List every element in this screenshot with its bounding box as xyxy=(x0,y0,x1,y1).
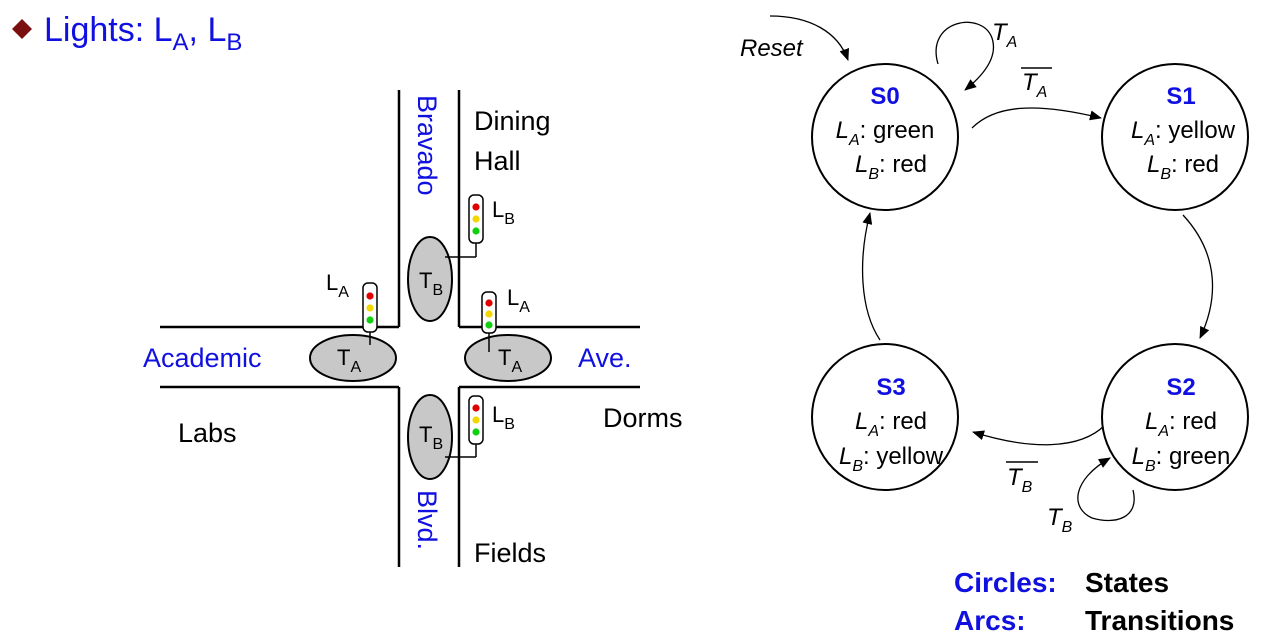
bullet-icon xyxy=(12,19,32,39)
state-name: S3 xyxy=(876,374,905,401)
svg-text:LB: LB xyxy=(492,197,515,228)
traffic-light-lb-south: LB xyxy=(445,395,515,458)
legend: Circles: States Arcs: Transitions xyxy=(954,567,1234,636)
transition-s2-self xyxy=(1077,457,1135,522)
state-s1: S1 LA: yellow LB: red xyxy=(1101,63,1249,211)
intersection-diagram: Bravado Blvd. Academic Ave. Dining Hall … xyxy=(143,90,683,568)
state-output-lb: LB: green xyxy=(1132,443,1231,475)
svg-text:LB: LB xyxy=(492,402,515,433)
legend-circles-key: Circles: xyxy=(954,567,1057,598)
transition-s3-s0 xyxy=(861,212,881,341)
street-name-ave: Ave. xyxy=(578,343,632,373)
state-machine-diagram: Reset TA TA TB TB S0 LA: green LB: red S xyxy=(740,15,1249,536)
transition-s1-s2 xyxy=(1182,214,1214,339)
transition-s2-s3 xyxy=(972,424,1106,446)
label-s2-self: TB xyxy=(1047,504,1073,536)
state-s0: S0 LA: green LB: red xyxy=(811,63,959,211)
state-output-lb: LB: yellow xyxy=(839,443,944,475)
state-s3: S3 LA: red LB: yellow xyxy=(811,343,959,491)
legend-circles-value: States xyxy=(1085,567,1169,598)
title-text: Lights: LA, LB xyxy=(44,11,242,56)
place-label-fields: Fields xyxy=(474,538,546,568)
state-output-lb: LB: red xyxy=(1147,151,1219,183)
transition-s0-s1 xyxy=(971,107,1102,129)
svg-text:TA: TA xyxy=(498,345,522,376)
legend-arcs-key: Arcs: xyxy=(954,605,1026,636)
reset-arrow xyxy=(769,15,850,61)
svg-text:LA: LA xyxy=(507,285,530,316)
state-name: S1 xyxy=(1166,83,1195,110)
svg-text:TA: TA xyxy=(1022,69,1047,101)
place-label-hall: Hall xyxy=(474,146,521,176)
sensor-ta-east: TA xyxy=(464,334,552,382)
state-output-la: LA: red xyxy=(855,408,927,440)
traffic-light-la-west: LA xyxy=(326,270,378,345)
reset-label: Reset xyxy=(740,35,804,62)
svg-text:TB: TB xyxy=(419,268,443,299)
state-output-la: LA: red xyxy=(1145,408,1217,440)
svg-text:TB: TB xyxy=(419,422,443,453)
state-s2: S2 LA: red LB: green xyxy=(1101,343,1249,491)
sensor-tb-north: TB xyxy=(407,236,453,322)
street-name-bravado: Bravado xyxy=(412,95,442,196)
state-name: S2 xyxy=(1166,374,1195,401)
state-output-la: LA: yellow xyxy=(1131,117,1236,149)
state-output-lb: LB: red xyxy=(855,151,927,183)
label-s0-s1: TA xyxy=(1021,67,1052,101)
svg-text:LA: LA xyxy=(326,270,349,301)
traffic-light-la-east: LA xyxy=(481,285,530,352)
sensor-tb-south: TB xyxy=(407,394,453,480)
state-name: S0 xyxy=(870,83,899,110)
transition-s0-self xyxy=(935,21,994,91)
street-name-blvd: Blvd. xyxy=(412,490,442,550)
label-s0-self: TA xyxy=(992,19,1017,51)
legend-arcs-value: Transitions xyxy=(1085,605,1234,636)
traffic-light-lb-north: LB xyxy=(445,194,515,258)
street-name-academic: Academic xyxy=(143,343,262,373)
svg-text:TB: TB xyxy=(1007,464,1033,496)
road-edges xyxy=(160,90,640,567)
slide-title: Lights: LA, LB xyxy=(12,11,242,56)
label-s2-s3: TB xyxy=(1006,461,1038,496)
state-output-la: LA: green xyxy=(836,117,935,149)
place-label-labs: Labs xyxy=(178,418,237,448)
place-label-dining: Dining xyxy=(474,106,551,136)
svg-text:TA: TA xyxy=(337,345,361,376)
place-label-dorms: Dorms xyxy=(603,403,683,433)
sensor-ta-west: TA xyxy=(309,334,397,382)
